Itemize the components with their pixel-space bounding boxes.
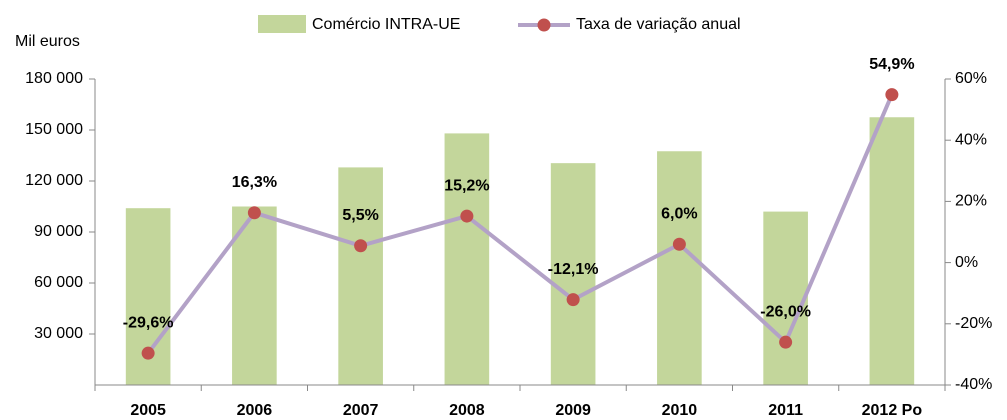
data-label: 16,3% [232, 174, 277, 191]
bar [657, 151, 702, 385]
legend-label: Taxa de variação anual [576, 16, 741, 33]
line [146, 93, 894, 355]
x-tick-label: 2007 [343, 402, 379, 419]
y-tick-label: 120 000 [25, 172, 83, 189]
legend-label: Comércio INTRA-UE [312, 16, 460, 33]
y2-tick-label: 0% [955, 254, 978, 271]
marker [354, 239, 368, 253]
marker [672, 237, 686, 251]
x-tick-label: 2006 [237, 402, 273, 419]
y-tick-label: 90 000 [34, 223, 83, 240]
x-tick-label: 2011 [768, 402, 803, 419]
marker [141, 346, 155, 360]
bar [444, 133, 490, 385]
y2-tick-label: 40% [955, 131, 987, 148]
bar [869, 117, 915, 385]
x-tick-label: 2012 Po [862, 402, 923, 419]
y2-tick-label: -40% [955, 376, 992, 393]
data-label: -12,1% [548, 261, 599, 278]
y-tick-label: 60 000 [34, 274, 83, 291]
y-tick-label: 30 000 [34, 325, 83, 342]
marker [247, 206, 261, 220]
bar [338, 167, 383, 385]
y-axis-label: Mil euros [15, 33, 80, 50]
y-tick-label: 150 000 [25, 121, 83, 138]
legend-swatch [537, 18, 551, 32]
legend-swatch [258, 15, 306, 33]
y-tick-label: 180 000 [25, 70, 83, 87]
x-tick-label: 2009 [555, 402, 591, 419]
data-label: -29,6% [123, 314, 174, 331]
data-label: 54,9% [869, 56, 914, 73]
y2-tick-label: -20% [955, 315, 992, 332]
data-label: -26,0% [760, 303, 811, 320]
bar [232, 206, 277, 385]
marker [885, 88, 899, 102]
x-tick-label: 2008 [449, 402, 485, 419]
y2-tick-label: 60% [955, 70, 987, 87]
x-tick-label: 2010 [662, 402, 698, 419]
y2-tick-label: 20% [955, 193, 987, 210]
marker [779, 335, 793, 349]
bar [550, 163, 596, 385]
data-label: 6,0% [661, 205, 697, 222]
x-tick-label: 2005 [130, 402, 166, 419]
bar [763, 211, 808, 385]
data-label: 5,5% [342, 207, 378, 224]
data-label: 15,2% [444, 177, 489, 194]
marker [566, 293, 580, 307]
marker [460, 209, 474, 223]
